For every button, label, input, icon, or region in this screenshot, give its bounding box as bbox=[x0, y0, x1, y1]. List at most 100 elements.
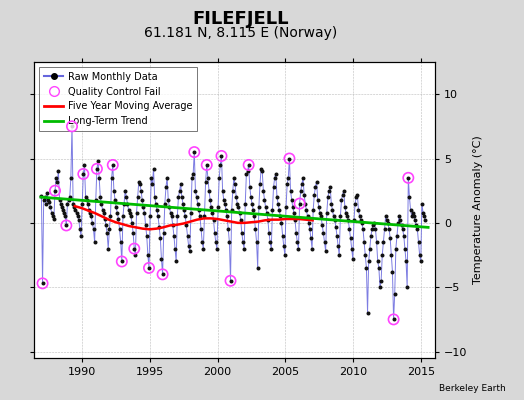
Point bbox=[289, 204, 297, 211]
Point bbox=[340, 188, 348, 194]
Point bbox=[151, 200, 160, 207]
Point bbox=[139, 204, 148, 211]
Point bbox=[41, 194, 49, 200]
Point bbox=[217, 153, 226, 159]
Point bbox=[147, 175, 156, 181]
Point bbox=[302, 207, 311, 213]
Point bbox=[275, 207, 283, 213]
Point bbox=[339, 191, 347, 198]
Point bbox=[291, 217, 299, 224]
Point bbox=[230, 175, 238, 181]
Point bbox=[405, 194, 413, 200]
Point bbox=[225, 239, 234, 245]
Point bbox=[189, 171, 198, 177]
Point bbox=[373, 239, 381, 245]
Point bbox=[337, 196, 346, 203]
Point bbox=[135, 178, 143, 185]
Point bbox=[119, 213, 127, 220]
Point bbox=[389, 316, 398, 322]
Point bbox=[374, 258, 382, 265]
Point bbox=[351, 200, 359, 207]
Point bbox=[148, 181, 157, 188]
Point bbox=[180, 207, 188, 213]
Point bbox=[103, 230, 111, 236]
Point bbox=[100, 209, 108, 216]
Point bbox=[194, 207, 203, 213]
Point bbox=[143, 232, 151, 239]
Point bbox=[206, 196, 214, 203]
Point bbox=[353, 191, 362, 198]
Point bbox=[127, 213, 135, 220]
Point bbox=[285, 155, 293, 162]
Point bbox=[89, 226, 97, 232]
Point bbox=[115, 226, 124, 232]
Point bbox=[336, 213, 345, 220]
Point bbox=[59, 207, 67, 213]
Point bbox=[105, 226, 114, 232]
Point bbox=[326, 184, 334, 190]
Point bbox=[170, 232, 178, 239]
Point bbox=[48, 209, 56, 216]
Point bbox=[281, 252, 289, 258]
Point bbox=[182, 222, 191, 229]
Point bbox=[176, 188, 184, 194]
Point bbox=[313, 196, 322, 203]
Point bbox=[149, 166, 158, 172]
Point bbox=[188, 175, 196, 181]
Point bbox=[352, 194, 361, 200]
Point bbox=[396, 217, 405, 224]
Point bbox=[253, 239, 261, 245]
Point bbox=[131, 252, 139, 258]
Point bbox=[91, 239, 99, 245]
Point bbox=[310, 191, 319, 198]
Point bbox=[328, 207, 336, 213]
Point bbox=[301, 200, 310, 207]
Point bbox=[311, 184, 320, 190]
Point bbox=[418, 200, 426, 207]
Point bbox=[367, 232, 375, 239]
Point bbox=[76, 226, 84, 232]
Point bbox=[359, 226, 367, 232]
Point bbox=[80, 162, 89, 168]
Point bbox=[271, 171, 280, 177]
Point bbox=[53, 178, 61, 185]
Point bbox=[403, 284, 411, 290]
Point bbox=[332, 224, 340, 230]
Point bbox=[312, 178, 321, 185]
Point bbox=[129, 230, 137, 236]
Point bbox=[134, 194, 142, 200]
Point bbox=[354, 207, 363, 213]
Point bbox=[74, 217, 83, 224]
Point bbox=[156, 235, 165, 242]
Point bbox=[111, 196, 119, 203]
Point bbox=[299, 175, 307, 181]
Point bbox=[335, 252, 343, 258]
Point bbox=[93, 166, 101, 172]
Point bbox=[190, 149, 199, 155]
Point bbox=[379, 239, 388, 245]
Point bbox=[348, 256, 357, 262]
Point bbox=[165, 204, 173, 211]
Point bbox=[191, 188, 200, 194]
Point bbox=[51, 188, 59, 194]
Point bbox=[375, 265, 383, 271]
Point bbox=[92, 196, 100, 203]
Point bbox=[282, 204, 290, 211]
Point bbox=[413, 226, 421, 232]
Point bbox=[280, 243, 288, 249]
Point bbox=[204, 175, 212, 181]
Point bbox=[37, 193, 46, 199]
Point bbox=[388, 268, 397, 275]
Point bbox=[224, 226, 233, 232]
Point bbox=[124, 207, 133, 213]
Point bbox=[62, 222, 71, 229]
Point bbox=[412, 222, 420, 229]
Point bbox=[121, 188, 129, 194]
Point bbox=[404, 175, 412, 181]
Point bbox=[376, 284, 384, 290]
Point bbox=[381, 213, 390, 220]
Point bbox=[95, 175, 103, 181]
Point bbox=[201, 178, 210, 185]
Point bbox=[44, 196, 52, 203]
Point bbox=[163, 175, 171, 181]
